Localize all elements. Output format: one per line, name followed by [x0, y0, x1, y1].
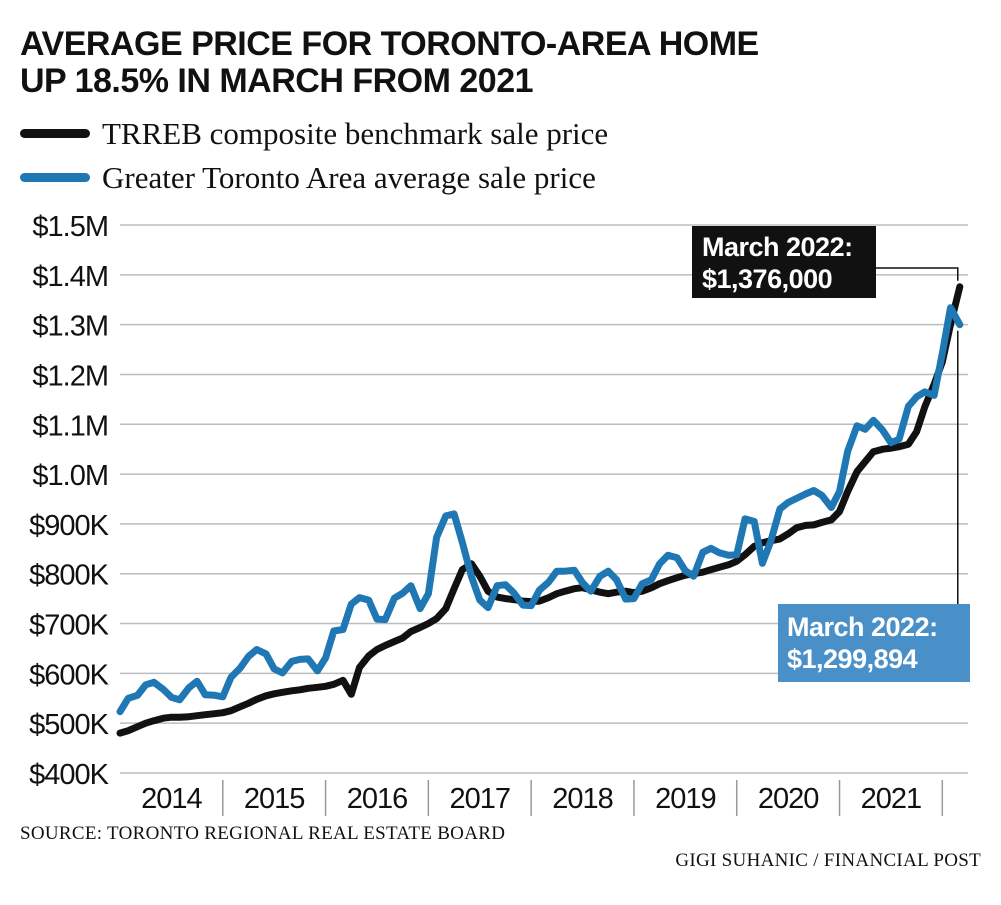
- x-tick-label: 2018: [552, 783, 613, 815]
- y-tick-label: $1.5M: [32, 211, 108, 243]
- y-axis: $400K $500K $600K $700K $800K $900K $1.0M $1.1M…: [29, 211, 111, 791]
- x-tick-label: 2020: [758, 783, 819, 815]
- x-tick-label: 2019: [655, 783, 716, 815]
- annotation-box-benchmark: [692, 226, 876, 298]
- x-tick-label: 2021: [861, 783, 922, 815]
- chart-title-line-1: AVERAGE PRICE FOR TORONTO-AREA HOME: [20, 25, 759, 63]
- x-tick-label: 2017: [449, 783, 510, 815]
- legend-item-benchmark: TRREB composite benchmark sale price: [20, 112, 608, 156]
- legend-swatch-benchmark: [20, 129, 90, 138]
- legend-label-average: Greater Toronto Area average sale price: [102, 160, 596, 195]
- y-tick-label: $1.1M: [32, 410, 108, 442]
- series-line-benchmark: [116, 283, 964, 737]
- gridlines: [120, 224, 968, 774]
- annotation-leader-benchmark: [876, 267, 959, 281]
- y-tick-label: $900K: [29, 510, 110, 542]
- x-tick-label: 2016: [347, 783, 408, 815]
- legend-item-average: Greater Toronto Area average sale price: [20, 156, 608, 200]
- x-axis: 2014 2015 2016 2017 2018 2019 2020 2021: [141, 780, 944, 816]
- annotation-label-benchmark-line2: $1,376,000: [702, 264, 832, 294]
- series-line-average: [116, 304, 964, 716]
- credit-note: GIGI SUHANIC / FINANCIAL POST: [675, 850, 981, 871]
- y-tick-label: $1.2M: [32, 360, 108, 392]
- y-tick-label: $1.4M: [32, 261, 108, 293]
- y-tick-label: $1.0M: [32, 460, 108, 492]
- y-tick-label: $500K: [29, 709, 110, 741]
- source-note: SOURCE: TORONTO REGIONAL REAL ESTATE BOA…: [20, 823, 506, 844]
- y-tick-label: $600K: [29, 659, 110, 691]
- y-tick-label: $1.3M: [32, 311, 108, 343]
- y-tick-label: $800K: [29, 560, 110, 592]
- legend-swatch-average: [20, 173, 90, 182]
- annotation-box-average: [778, 604, 970, 682]
- x-tick-label: 2014: [141, 783, 202, 815]
- annotation-label-average-line2: $1,299,894: [787, 644, 918, 674]
- y-tick-label: $700K: [29, 610, 110, 642]
- annotation-label-benchmark-line1: March 2022:: [702, 232, 853, 262]
- annotation-label-average-line1: March 2022:: [787, 612, 938, 642]
- y-tick-label: $400K: [29, 759, 110, 791]
- series-lines: [116, 283, 964, 737]
- chart-title-line-2: UP 18.5% IN MARCH FROM 2021: [20, 62, 534, 100]
- x-tick-label: 2015: [244, 783, 305, 815]
- legend-label-benchmark: TRREB composite benchmark sale price: [102, 116, 609, 151]
- chart-title: AVERAGE PRICE FOR TORONTO-AREA HOME UP 1…: [20, 26, 759, 100]
- legend: TRREB composite benchmark sale price Gre…: [20, 112, 608, 200]
